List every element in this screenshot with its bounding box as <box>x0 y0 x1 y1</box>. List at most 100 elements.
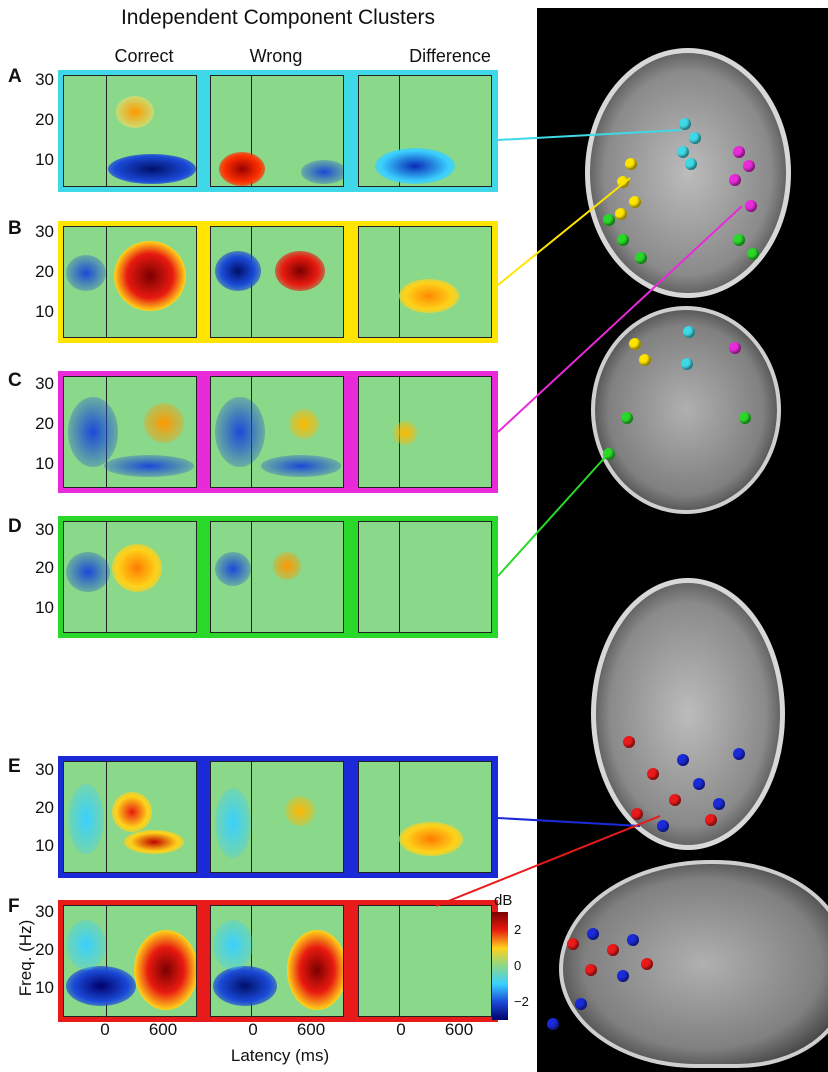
brain-coronal <box>591 306 781 514</box>
y-tick-30: 30 <box>35 70 54 89</box>
cluster-dot <box>635 252 647 264</box>
panel-row-e <box>58 756 498 878</box>
cluster-dot <box>693 778 705 790</box>
cluster-dot <box>669 794 681 806</box>
tile-f-difference <box>358 905 492 1017</box>
row-label-e: E <box>8 756 21 777</box>
y-tick-10: 10 <box>35 978 54 997</box>
tile-b-difference <box>358 226 492 338</box>
x-tick-600: 600 <box>444 1020 474 1039</box>
tile-d-difference <box>358 521 492 633</box>
connector-b <box>497 177 631 286</box>
colorbar <box>492 912 508 1020</box>
cluster-dot <box>739 412 751 424</box>
cluster-dot <box>729 342 741 354</box>
panel-row-d <box>58 516 498 638</box>
tile-e-wrong <box>210 761 344 873</box>
connector-c <box>497 205 743 433</box>
y-tick-30: 30 <box>35 520 54 539</box>
cluster-dot <box>743 160 755 172</box>
y-tick-10: 10 <box>35 454 54 473</box>
cluster-dot <box>657 820 669 832</box>
panel-row-c <box>58 371 498 493</box>
connector-e <box>497 817 641 827</box>
cluster-dot <box>621 412 633 424</box>
y-tick-10: 10 <box>35 150 54 169</box>
column-header-correct: Correct <box>114 46 174 66</box>
y-tick-10: 10 <box>35 302 54 321</box>
figure-title: Independent Component Clusters <box>120 6 436 29</box>
cluster-dot <box>625 158 637 170</box>
brain-images-panel <box>537 8 828 1072</box>
x-tick-0: 0 <box>396 1020 406 1039</box>
colorbar-unit: dB <box>494 892 513 909</box>
tile-c-correct <box>63 376 197 488</box>
cluster-dot <box>623 736 635 748</box>
row-label-a: A <box>8 66 22 87</box>
cluster-dot <box>615 208 627 220</box>
cluster-dot <box>629 196 641 208</box>
cluster-dot <box>547 1018 559 1030</box>
column-header-wrong: Wrong <box>249 46 303 66</box>
cluster-dot <box>689 132 701 144</box>
cluster-dot <box>745 200 757 212</box>
row-label-c: C <box>8 370 22 391</box>
connector-d <box>497 453 609 577</box>
tile-d-wrong <box>210 521 344 633</box>
y-tick-10: 10 <box>35 836 54 855</box>
column-header-difference: Difference <box>409 46 491 66</box>
cluster-dot <box>639 354 651 366</box>
brain-axial-bottom <box>591 578 785 850</box>
tile-b-wrong <box>210 226 344 338</box>
cluster-dot <box>641 958 653 970</box>
cluster-dot <box>733 234 745 246</box>
cluster-dot <box>647 768 659 780</box>
cluster-dot <box>585 964 597 976</box>
row-label-d: D <box>8 516 22 537</box>
cluster-dot <box>627 934 639 946</box>
x-tick-0: 0 <box>248 1020 258 1039</box>
x-tick-600: 600 <box>296 1020 326 1039</box>
cluster-dot <box>729 174 741 186</box>
x-tick-0: 0 <box>100 1020 110 1039</box>
x-tick-600: 600 <box>148 1020 178 1039</box>
cluster-dot <box>677 754 689 766</box>
cluster-dot <box>587 928 599 940</box>
panel-row-f <box>58 900 498 1022</box>
brain-sagittal <box>559 860 828 1068</box>
tile-e-correct <box>63 761 197 873</box>
cluster-dot <box>681 358 693 370</box>
y-tick-20: 20 <box>35 798 54 817</box>
tile-c-difference <box>358 376 492 488</box>
x-axis-label: Latency (ms) <box>230 1046 330 1065</box>
y-tick-30: 30 <box>35 760 54 779</box>
y-tick-30: 30 <box>35 374 54 393</box>
y-tick-20: 20 <box>35 414 54 433</box>
tile-a-difference <box>358 75 492 187</box>
cluster-dot <box>683 326 695 338</box>
cluster-dot <box>575 998 587 1010</box>
connector-f <box>435 815 661 907</box>
cluster-dot <box>733 146 745 158</box>
panel-row-b <box>58 221 498 343</box>
cluster-dot <box>747 248 759 260</box>
y-tick-20: 20 <box>35 110 54 129</box>
y-tick-10: 10 <box>35 598 54 617</box>
cluster-dot <box>617 234 629 246</box>
y-tick-20: 20 <box>35 262 54 281</box>
y-tick-30: 30 <box>35 222 54 241</box>
cluster-dot <box>603 214 615 226</box>
y-tick-20: 20 <box>35 940 54 959</box>
cluster-dot <box>679 118 691 130</box>
colorbar-tick-2: 2 <box>514 922 522 937</box>
colorbar-tick-minus2: −2 <box>514 994 529 1009</box>
tile-d-correct <box>63 521 197 633</box>
tile-a-correct <box>63 75 197 187</box>
cluster-dot <box>631 808 643 820</box>
tile-f-correct <box>63 905 197 1017</box>
tile-f-wrong <box>210 905 344 1017</box>
tile-e-difference <box>358 761 492 873</box>
tile-c-wrong <box>210 376 344 488</box>
connector-a <box>497 129 683 141</box>
